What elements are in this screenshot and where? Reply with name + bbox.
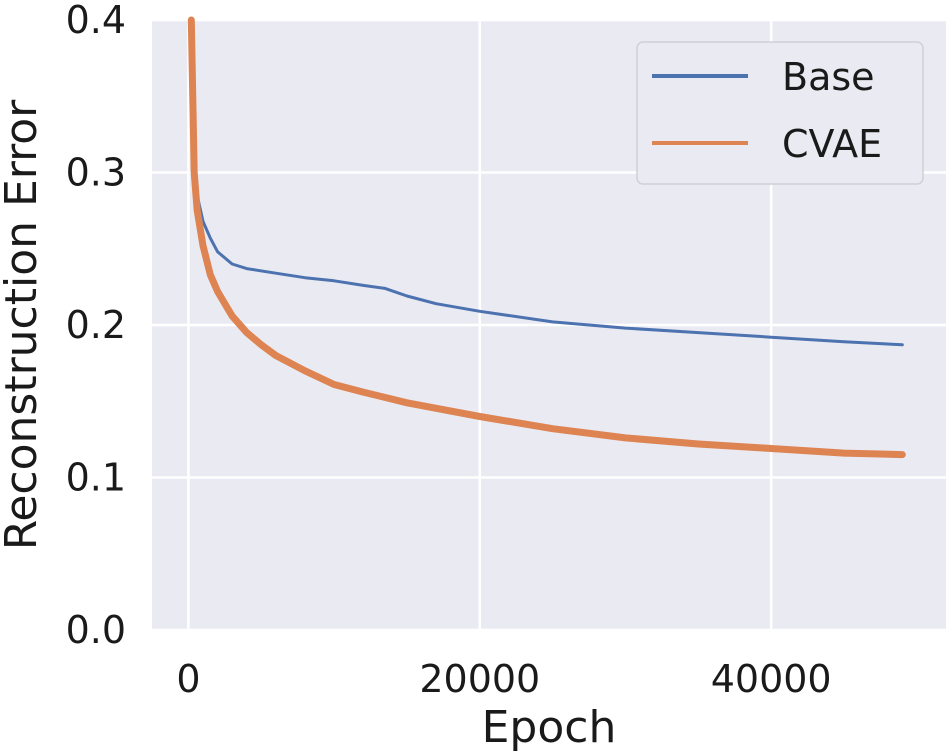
- series-line-cvae: [187, 16, 906, 459]
- x-tick-label: 20000: [419, 657, 540, 701]
- y-axis-label: Reconstruction Error: [0, 99, 47, 550]
- series-line-base: [189, 18, 904, 347]
- y-tick-label: 0.2: [66, 303, 126, 347]
- legend-label-cvae: CVAE: [782, 122, 882, 166]
- legend: Base CVAE: [636, 41, 924, 185]
- series-lines: [187, 16, 906, 459]
- y-tick-label: 0.1: [66, 456, 126, 500]
- y-tick-label: 0.3: [66, 151, 126, 195]
- x-tick-labels: 0 20000 40000: [176, 657, 831, 701]
- x-tick-label: 40000: [711, 657, 832, 701]
- y-tick-label: 0.0: [66, 608, 126, 652]
- y-tick-labels: 0.0 0.1 0.2 0.3 0.4: [66, 0, 126, 652]
- x-axis-label: Epoch: [482, 702, 617, 753]
- x-tick-label: 0: [176, 657, 200, 701]
- y-tick-label: 0.4: [66, 0, 126, 42]
- legend-label-base: Base: [782, 55, 875, 99]
